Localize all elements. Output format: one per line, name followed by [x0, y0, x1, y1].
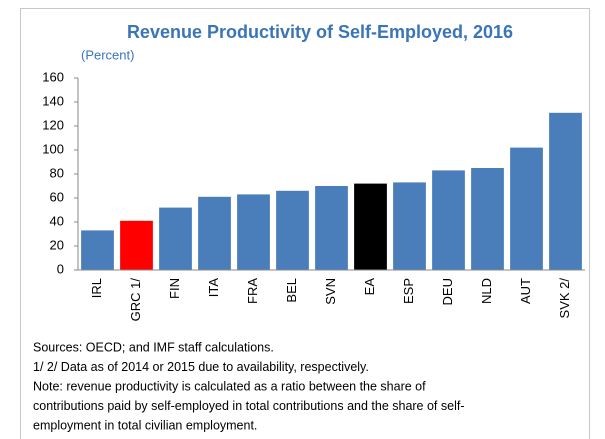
- x-tick-label: ITA: [206, 278, 221, 298]
- x-tick-label: BEL: [284, 278, 299, 303]
- x-tick-label: GRC 1/: [128, 278, 143, 322]
- x-tick-label: EA: [362, 278, 377, 296]
- y-tick-label: 20: [50, 237, 64, 252]
- y-tick-label: 80: [50, 165, 64, 180]
- bar: [315, 186, 348, 270]
- y-tick-label: 120: [42, 117, 64, 132]
- bar: [510, 147, 543, 270]
- bar: [432, 170, 465, 270]
- note: Sources: OECD; and IMF staff calculation…: [33, 340, 274, 354]
- bar: [237, 194, 270, 270]
- y-tick-label: 100: [42, 141, 64, 156]
- x-tick-label: FRA: [245, 278, 260, 304]
- x-tick-label: ESP: [401, 278, 416, 304]
- y-tick-label: 140: [42, 93, 64, 108]
- bar: [159, 207, 192, 270]
- y-tick-label: 160: [42, 69, 64, 84]
- note: Note: revenue productivity is calculated…: [33, 379, 426, 393]
- x-tick-label: FIN: [167, 278, 182, 299]
- y-tick-label: 0: [57, 261, 64, 276]
- x-tick-label: AUT: [518, 278, 533, 304]
- chart-subtitle: (Percent): [81, 47, 134, 62]
- bar: [198, 196, 231, 270]
- bar: [276, 190, 309, 270]
- note: contributions paid by self-employed in t…: [33, 399, 465, 413]
- bar: [471, 168, 504, 270]
- y-tick-label: 40: [50, 213, 64, 228]
- note: 1/ 2/ Data as of 2014 or 2015 due to ava…: [33, 360, 369, 374]
- x-tick-label: NLD: [479, 278, 494, 304]
- chart-title: Revenue Productivity of Self-Employed, 2…: [127, 22, 513, 42]
- x-tick-label: IRL: [89, 278, 104, 298]
- x-tick-label: SVN: [323, 278, 338, 305]
- frame: [20, 8, 590, 439]
- note: employment in total civilian employment.: [33, 418, 257, 432]
- bar: [120, 220, 153, 270]
- bar: [354, 183, 387, 270]
- x-tick-label: DEU: [440, 278, 455, 305]
- bar: [393, 182, 426, 270]
- bar: [81, 230, 114, 270]
- bar: [549, 112, 582, 270]
- y-tick-label: 60: [50, 189, 64, 204]
- x-tick-label: SVK 2/: [557, 278, 572, 319]
